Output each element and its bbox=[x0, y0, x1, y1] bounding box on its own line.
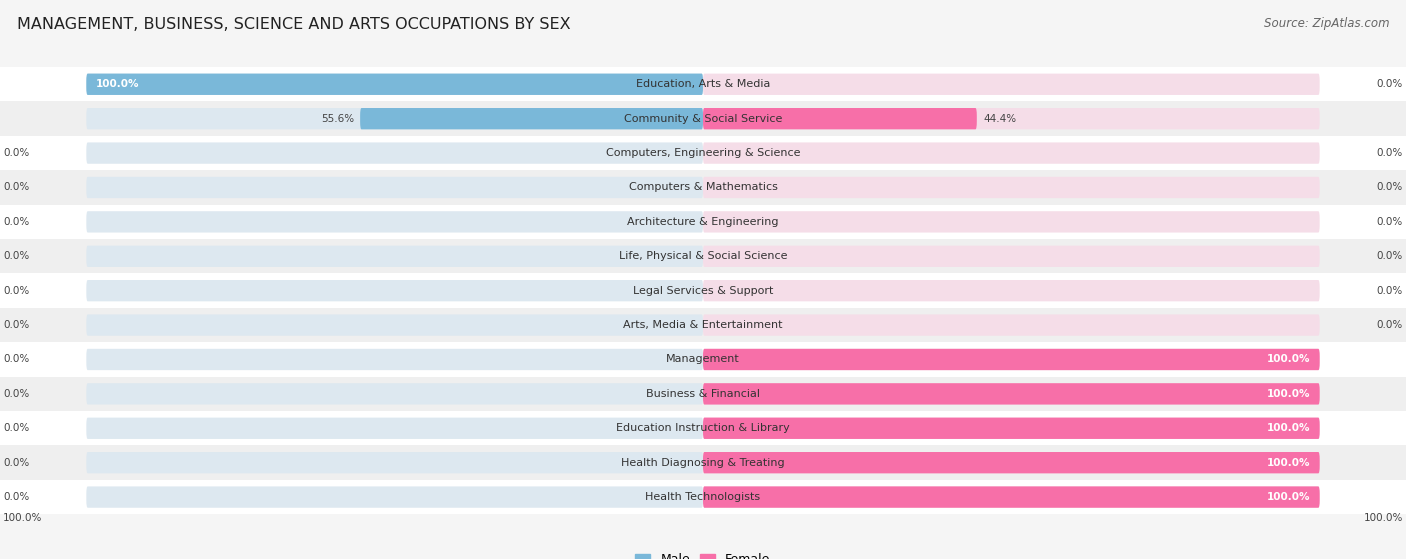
Text: 0.0%: 0.0% bbox=[1376, 182, 1403, 192]
FancyBboxPatch shape bbox=[703, 314, 1320, 336]
FancyBboxPatch shape bbox=[0, 102, 1406, 136]
FancyBboxPatch shape bbox=[703, 349, 1320, 370]
FancyBboxPatch shape bbox=[703, 177, 1320, 198]
Text: Source: ZipAtlas.com: Source: ZipAtlas.com bbox=[1264, 17, 1389, 30]
Text: 0.0%: 0.0% bbox=[1376, 148, 1403, 158]
Text: 0.0%: 0.0% bbox=[1376, 286, 1403, 296]
FancyBboxPatch shape bbox=[703, 143, 1320, 164]
Text: 0.0%: 0.0% bbox=[3, 423, 30, 433]
FancyBboxPatch shape bbox=[703, 418, 1320, 439]
FancyBboxPatch shape bbox=[703, 418, 1320, 439]
Text: 100.0%: 100.0% bbox=[1267, 389, 1310, 399]
FancyBboxPatch shape bbox=[0, 308, 1406, 342]
FancyBboxPatch shape bbox=[703, 383, 1320, 405]
Text: 55.6%: 55.6% bbox=[321, 113, 354, 124]
FancyBboxPatch shape bbox=[0, 446, 1406, 480]
Text: 0.0%: 0.0% bbox=[3, 320, 30, 330]
FancyBboxPatch shape bbox=[0, 342, 1406, 377]
Text: 0.0%: 0.0% bbox=[3, 286, 30, 296]
Text: 0.0%: 0.0% bbox=[1376, 79, 1403, 89]
FancyBboxPatch shape bbox=[703, 280, 1320, 301]
Text: 0.0%: 0.0% bbox=[3, 354, 30, 364]
FancyBboxPatch shape bbox=[0, 411, 1406, 446]
FancyBboxPatch shape bbox=[703, 211, 1320, 233]
FancyBboxPatch shape bbox=[86, 349, 703, 370]
Text: 100.0%: 100.0% bbox=[1267, 354, 1310, 364]
FancyBboxPatch shape bbox=[86, 486, 703, 508]
Text: 0.0%: 0.0% bbox=[1376, 320, 1403, 330]
Text: 0.0%: 0.0% bbox=[1376, 252, 1403, 261]
Text: 100.0%: 100.0% bbox=[1267, 458, 1310, 468]
Text: MANAGEMENT, BUSINESS, SCIENCE AND ARTS OCCUPATIONS BY SEX: MANAGEMENT, BUSINESS, SCIENCE AND ARTS O… bbox=[17, 17, 571, 32]
Text: Education Instruction & Library: Education Instruction & Library bbox=[616, 423, 790, 433]
Text: 0.0%: 0.0% bbox=[1376, 217, 1403, 227]
FancyBboxPatch shape bbox=[86, 74, 703, 95]
FancyBboxPatch shape bbox=[86, 211, 703, 233]
FancyBboxPatch shape bbox=[0, 136, 1406, 170]
Text: 0.0%: 0.0% bbox=[3, 148, 30, 158]
Text: Life, Physical & Social Science: Life, Physical & Social Science bbox=[619, 252, 787, 261]
Text: Computers, Engineering & Science: Computers, Engineering & Science bbox=[606, 148, 800, 158]
FancyBboxPatch shape bbox=[0, 377, 1406, 411]
Text: 100.0%: 100.0% bbox=[3, 513, 42, 523]
FancyBboxPatch shape bbox=[703, 452, 1320, 473]
FancyBboxPatch shape bbox=[86, 280, 703, 301]
Text: 44.4%: 44.4% bbox=[983, 113, 1017, 124]
FancyBboxPatch shape bbox=[703, 349, 1320, 370]
FancyBboxPatch shape bbox=[0, 67, 1406, 102]
FancyBboxPatch shape bbox=[86, 108, 703, 129]
Text: Computers & Mathematics: Computers & Mathematics bbox=[628, 182, 778, 192]
Text: 100.0%: 100.0% bbox=[1364, 513, 1403, 523]
FancyBboxPatch shape bbox=[86, 74, 703, 95]
FancyBboxPatch shape bbox=[703, 383, 1320, 405]
Text: Business & Financial: Business & Financial bbox=[645, 389, 761, 399]
Text: 0.0%: 0.0% bbox=[3, 389, 30, 399]
FancyBboxPatch shape bbox=[0, 480, 1406, 514]
Text: Management: Management bbox=[666, 354, 740, 364]
Text: 0.0%: 0.0% bbox=[3, 182, 30, 192]
FancyBboxPatch shape bbox=[703, 108, 977, 129]
FancyBboxPatch shape bbox=[703, 486, 1320, 508]
FancyBboxPatch shape bbox=[0, 273, 1406, 308]
FancyBboxPatch shape bbox=[703, 486, 1320, 508]
Text: 100.0%: 100.0% bbox=[1267, 423, 1310, 433]
FancyBboxPatch shape bbox=[703, 452, 1320, 473]
FancyBboxPatch shape bbox=[86, 383, 703, 405]
FancyBboxPatch shape bbox=[0, 239, 1406, 273]
FancyBboxPatch shape bbox=[86, 314, 703, 336]
Text: Arts, Media & Entertainment: Arts, Media & Entertainment bbox=[623, 320, 783, 330]
Text: 0.0%: 0.0% bbox=[3, 252, 30, 261]
Text: Legal Services & Support: Legal Services & Support bbox=[633, 286, 773, 296]
Text: 100.0%: 100.0% bbox=[1267, 492, 1310, 502]
FancyBboxPatch shape bbox=[86, 177, 703, 198]
FancyBboxPatch shape bbox=[86, 418, 703, 439]
Text: Health Diagnosing & Treating: Health Diagnosing & Treating bbox=[621, 458, 785, 468]
Text: 100.0%: 100.0% bbox=[96, 79, 139, 89]
Text: 0.0%: 0.0% bbox=[3, 458, 30, 468]
Text: Architecture & Engineering: Architecture & Engineering bbox=[627, 217, 779, 227]
Text: 0.0%: 0.0% bbox=[3, 217, 30, 227]
FancyBboxPatch shape bbox=[703, 108, 1320, 129]
FancyBboxPatch shape bbox=[703, 74, 1320, 95]
Text: Community & Social Service: Community & Social Service bbox=[624, 113, 782, 124]
FancyBboxPatch shape bbox=[86, 245, 703, 267]
FancyBboxPatch shape bbox=[703, 245, 1320, 267]
Text: Education, Arts & Media: Education, Arts & Media bbox=[636, 79, 770, 89]
FancyBboxPatch shape bbox=[0, 205, 1406, 239]
Legend: Male, Female: Male, Female bbox=[636, 553, 770, 559]
Text: Health Technologists: Health Technologists bbox=[645, 492, 761, 502]
FancyBboxPatch shape bbox=[86, 143, 703, 164]
FancyBboxPatch shape bbox=[86, 452, 703, 473]
FancyBboxPatch shape bbox=[0, 170, 1406, 205]
Text: 0.0%: 0.0% bbox=[3, 492, 30, 502]
FancyBboxPatch shape bbox=[360, 108, 703, 129]
